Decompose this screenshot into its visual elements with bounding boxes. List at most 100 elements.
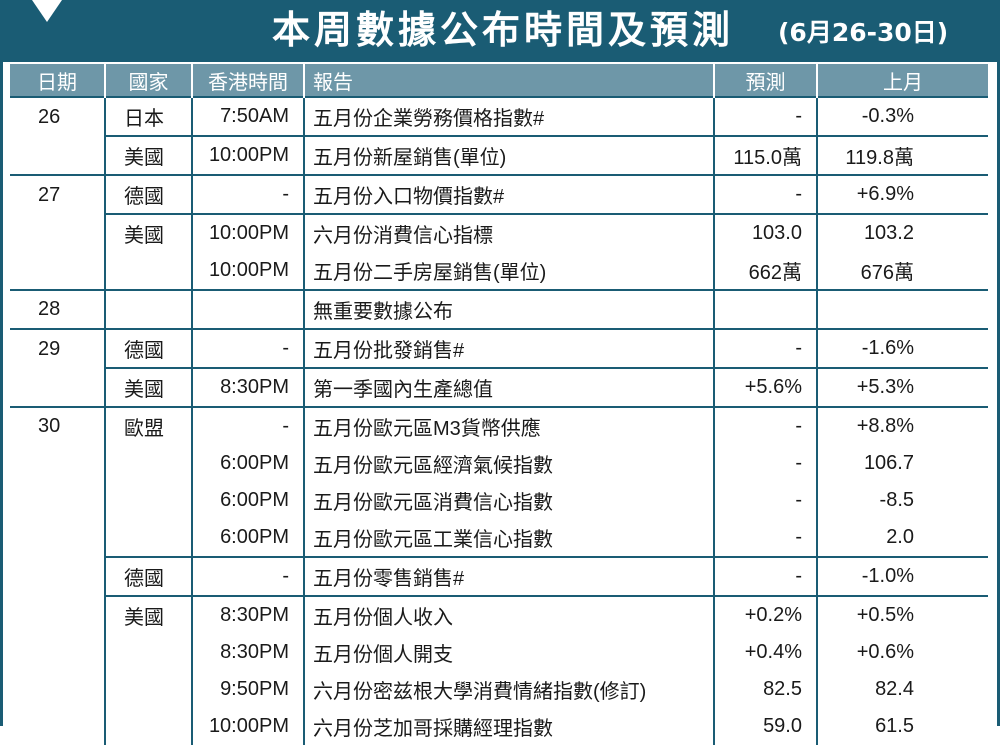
data-release-table: 日期 國家 香港時間 報告 預測 上月 26 日本 7:50AM 五月份企業勞務價格指…	[10, 64, 988, 745]
previous-cell: 82.4	[875, 678, 914, 700]
forecast-cell: -	[714, 445, 818, 482]
report-cell: 五月份批發銷售#	[304, 328, 715, 368]
forecast-cell: -	[714, 519, 818, 557]
table-row: 德國 - 五月份零售銷售# - -1.0%	[10, 556, 988, 596]
previous-cell: 676萬	[860, 262, 914, 284]
report-cell: 五月份零售銷售#	[304, 556, 715, 596]
country-cell: 美國	[105, 595, 193, 634]
table-row: 6:00PM 五月份歐元區消費信心指數 - -8.5	[10, 482, 988, 519]
table-row: 美國 10:00PM 六月份消費信心指標 103.0 103.2	[10, 213, 988, 252]
country-cell: 德國	[105, 556, 193, 596]
table-row: 美國 8:30PM 五月份個人收入 +0.2% +0.5%	[10, 595, 988, 634]
previous-cell: +8.8%	[817, 406, 988, 445]
col-header-report: 報告	[304, 64, 715, 97]
forecast-cell: -	[714, 174, 818, 214]
forecast-cell: +5.6%	[714, 367, 818, 407]
table-row: 10:00PM 六月份芝加哥採購經理指數 59.0 61.5	[10, 708, 988, 745]
country-cell	[105, 482, 193, 519]
report-cell: 五月份歐元區消費信心指數	[304, 482, 715, 519]
report-cell: 五月份個人收入	[304, 595, 715, 634]
country-cell: 德國	[105, 174, 193, 214]
date-cell	[10, 708, 106, 745]
title-bar: 本周數據公布時間及預測 (6月26-30日)	[0, 0, 1000, 62]
report-cell: 六月份消費信心指標	[304, 213, 715, 252]
date-cell	[10, 252, 106, 290]
table-row: 美國 10:00PM 五月份新屋銷售(單位) 115.0萬 119.8萬	[10, 135, 988, 175]
date-cell	[10, 596, 106, 634]
chevron-down-icon	[32, 0, 62, 22]
previous-cell	[817, 289, 988, 329]
previous-cell: -1.0%	[817, 556, 988, 596]
col-header-time: 香港時間	[192, 64, 305, 97]
previous-cell: +0.5%	[817, 595, 988, 634]
table-row: 30 歐盟 - 五月份歐元區M3貨幣供應 - +8.8%	[10, 406, 988, 445]
time-cell: 6:00PM	[192, 445, 305, 482]
report-cell: 六月份芝加哥採購經理指數	[304, 708, 715, 745]
forecast-cell: -	[714, 556, 818, 596]
date-cell	[10, 368, 106, 407]
column-header-row: 日期 國家 香港時間 報告 預測 上月	[10, 64, 988, 97]
time-cell: -	[192, 328, 305, 368]
country-cell: 美國	[105, 367, 193, 407]
forecast-cell: 115.0萬	[714, 135, 818, 175]
forecast-cell: 103.0	[714, 213, 818, 252]
country-cell: 德國	[105, 328, 193, 368]
report-cell: 六月份密兹根大學消費情緒指數(修訂)	[304, 671, 715, 708]
date-cell: 29	[10, 328, 106, 368]
table-row: 6:00PM 五月份歐元區工業信心指數 - 2.0	[10, 519, 988, 557]
time-cell: 8:30PM	[192, 634, 305, 671]
table-row: 29 德國 - 五月份批發銷售# - -1.6%	[10, 328, 988, 368]
time-cell: 10:00PM	[192, 708, 305, 745]
time-cell: 10:00PM	[192, 252, 305, 290]
report-cell: 五月份入口物價指數#	[304, 174, 715, 214]
report-cell: 五月份二手房屋銷售(單位)	[304, 252, 715, 290]
table-row: 6:00PM 五月份歐元區經濟氣候指數 - 106.7	[10, 445, 988, 482]
report-cell: 五月份歐元區M3貨幣供應	[304, 406, 715, 445]
country-cell	[105, 519, 193, 557]
report-cell: 五月份新屋銷售(單位)	[304, 135, 715, 175]
date-cell	[10, 634, 106, 671]
country-cell: 日本	[105, 96, 193, 136]
table-row: 28 無重要數據公布	[10, 289, 988, 329]
date-cell	[10, 136, 106, 175]
report-cell: 五月份個人開支	[304, 634, 715, 671]
page-title: 本周數據公布時間及預測	[272, 8, 735, 52]
col-header-forecast: 預測	[714, 64, 818, 97]
date-cell	[10, 519, 106, 557]
previous-cell: 106.7	[863, 452, 914, 474]
time-cell: 9:50PM	[192, 671, 305, 708]
time-cell: -	[192, 406, 305, 445]
time-cell: 10:00PM	[192, 135, 305, 175]
report-cell: 五月份歐元區經濟氣候指數	[304, 445, 715, 482]
previous-cell: +6.9%	[817, 174, 988, 214]
country-cell	[105, 634, 193, 671]
previous-cell: 103.2	[817, 213, 988, 252]
report-cell: 無重要數據公布	[304, 289, 715, 329]
forecast-cell: -	[714, 96, 818, 136]
date-cell: 30	[10, 406, 106, 445]
previous-cell: -1.6%	[817, 328, 988, 368]
time-cell: 8:30PM	[192, 367, 305, 407]
date-cell	[10, 671, 106, 708]
forecast-cell: 59.0	[714, 708, 818, 745]
time-cell: 10:00PM	[192, 213, 305, 252]
previous-cell: 119.8萬	[817, 135, 988, 175]
date-cell	[10, 482, 106, 519]
country-cell	[105, 445, 193, 482]
country-cell	[105, 289, 193, 329]
table-row: 美國 8:30PM 第一季國內生產總值 +5.6% +5.3%	[10, 367, 988, 407]
date-range: (6月26-30日)	[778, 18, 949, 47]
country-cell	[105, 671, 193, 708]
time-cell: 8:30PM	[192, 595, 305, 634]
date-cell	[10, 445, 106, 482]
table-row: 8:30PM 五月份個人開支 +0.4% +0.6%	[10, 634, 988, 671]
forecast-cell	[714, 289, 818, 329]
col-header-date: 日期	[10, 64, 106, 97]
date-cell: 27	[10, 174, 106, 214]
forecast-cell: +0.4%	[714, 634, 818, 671]
previous-cell: -8.5	[879, 489, 914, 511]
forecast-cell: -	[714, 406, 818, 445]
forecast-cell: -	[714, 328, 818, 368]
date-cell: 26	[10, 96, 106, 136]
date-cell: 28	[10, 289, 106, 329]
